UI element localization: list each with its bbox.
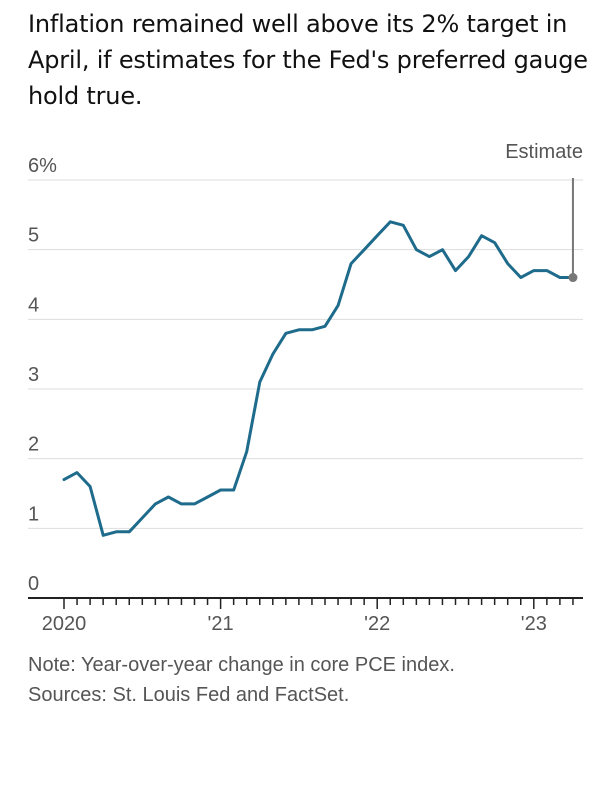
- x-tick-label: '23: [521, 613, 547, 635]
- y-tick-label: 5: [28, 225, 39, 247]
- y-tick-label: 3: [28, 364, 39, 386]
- x-tick-label: 2020: [42, 613, 87, 635]
- chart-title: Inflation remained well above its 2% tar…: [28, 10, 588, 110]
- y-tick-label: 1: [28, 503, 39, 525]
- y-axis-ticks: 6% 5 4 3 2 1 0: [28, 155, 57, 595]
- sources-text: Sources: St. Louis Fed and FactSet.: [28, 684, 350, 706]
- estimate-annotation: Estimate: [505, 141, 583, 283]
- estimate-label: Estimate: [505, 141, 583, 163]
- note-text: Note: Year-over-year change in core PCE …: [28, 654, 455, 676]
- series-layer: [62, 220, 575, 537]
- estimate-point: [568, 273, 578, 283]
- y-tick-label: 2: [28, 434, 39, 456]
- x-tick-label: '22: [364, 613, 390, 635]
- line-chart: 6% 5 4 3 2 1 0 2020 '21 '22 '23 Estimate: [28, 141, 583, 635]
- x-tick-label: '21: [208, 613, 234, 635]
- y-tick-label: 4: [28, 294, 39, 316]
- gridlines: [28, 179, 583, 529]
- y-tick-label: 6%: [28, 155, 57, 177]
- chart-footnote: Note: Year-over-year change in core PCE …: [28, 650, 598, 710]
- y-tick-label: 0: [28, 573, 39, 595]
- series-line: [62, 220, 575, 537]
- x-axis: 2020 '21 '22 '23: [28, 597, 583, 635]
